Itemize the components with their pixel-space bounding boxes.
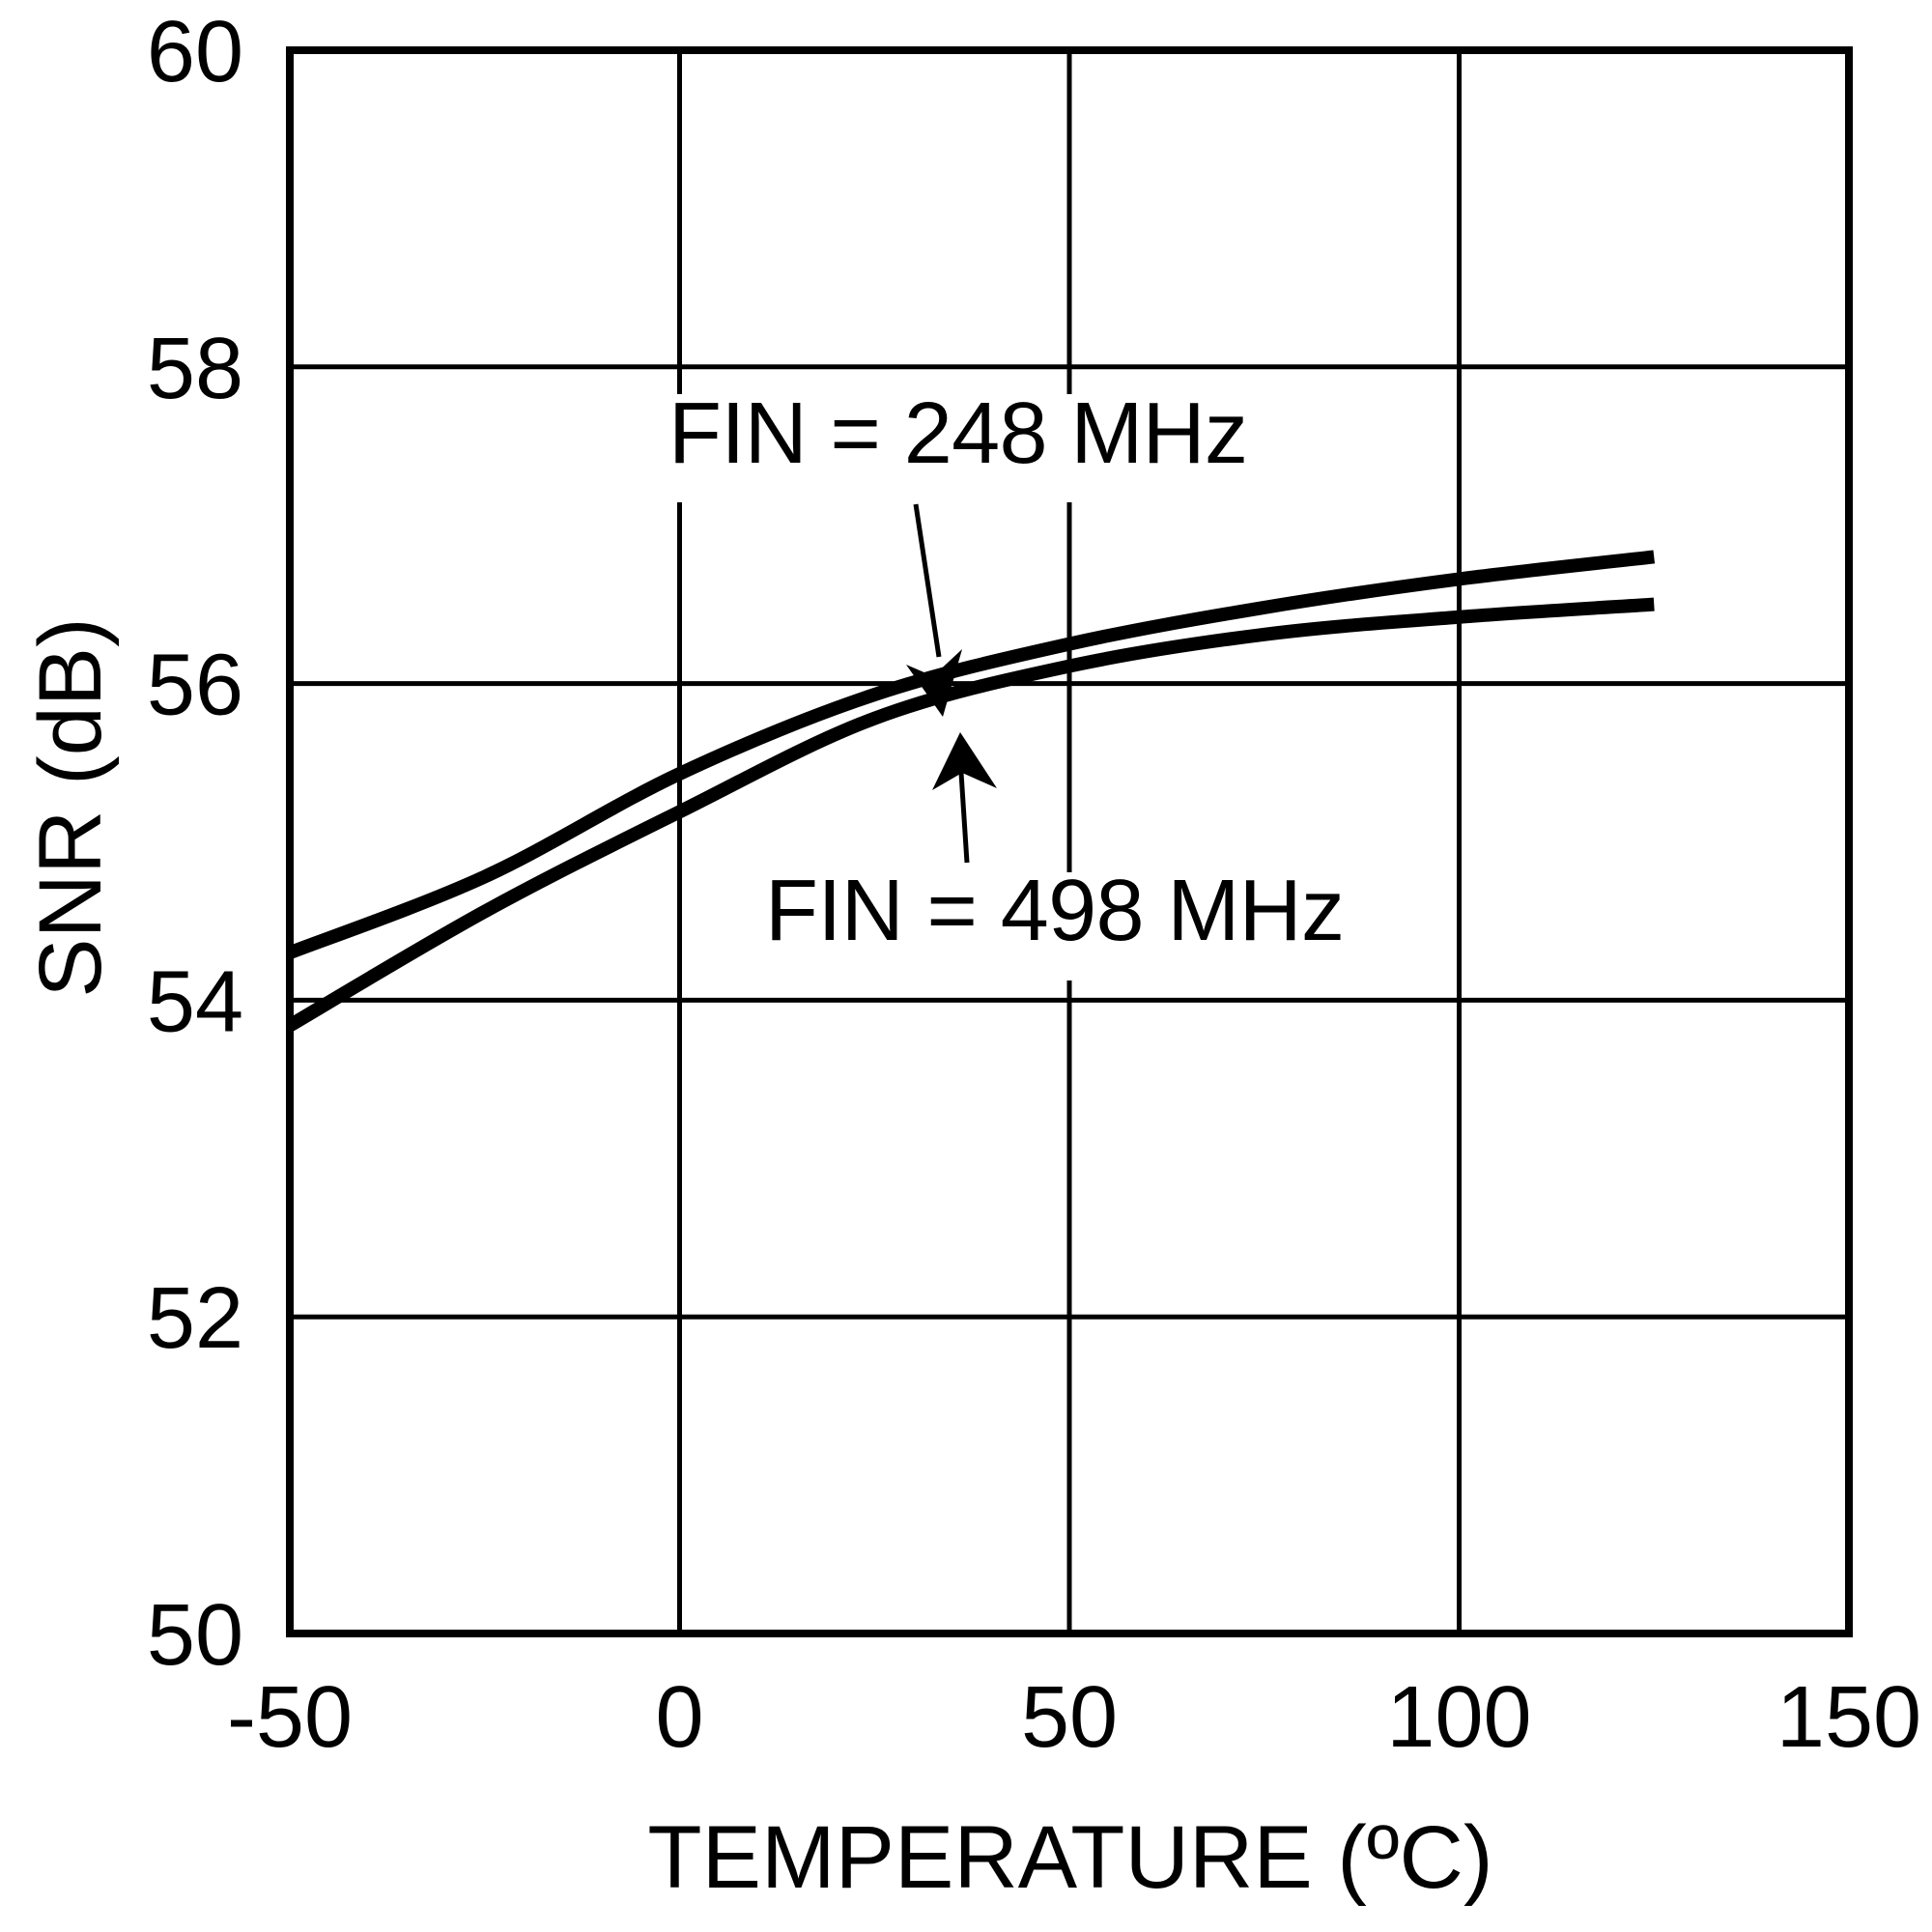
annotation-label-248mhz: FIN = 248 MHz bbox=[668, 385, 1248, 482]
label-mask-248mhz bbox=[657, 394, 1275, 502]
series-line-248mhz bbox=[287, 550, 1656, 959]
annotation-label-498mhz: FIN = 498 MHz bbox=[765, 863, 1345, 959]
series-line-498mhz bbox=[286, 597, 1655, 1032]
data-curves bbox=[286, 550, 1656, 1032]
x-tick-label: -50 bbox=[227, 1669, 353, 1766]
grid-lines bbox=[290, 50, 1849, 1634]
annotation-masks bbox=[657, 394, 1372, 980]
y-tick-labels: 50 52 54 56 58 60 bbox=[147, 4, 243, 1684]
x-tick-labels: -50 0 50 100 150 bbox=[227, 1669, 1921, 1766]
y-tick-label: 54 bbox=[147, 953, 243, 1050]
x-tick-label: 0 bbox=[655, 1669, 703, 1766]
y-axis-title: SNR (dB) bbox=[21, 617, 120, 998]
y-tick-label: 58 bbox=[147, 321, 243, 417]
x-tick-label: 100 bbox=[1386, 1669, 1531, 1766]
y-tick-label: 56 bbox=[147, 638, 243, 734]
plot-frame bbox=[286, 46, 1853, 1637]
label-mask-498mhz bbox=[753, 872, 1372, 980]
x-tick-label: 50 bbox=[1021, 1669, 1118, 1766]
arrow-icon-498mhz bbox=[932, 732, 997, 864]
y-tick-label: 60 bbox=[147, 4, 243, 100]
y-tick-label: 50 bbox=[147, 1587, 243, 1684]
annotations: FIN = 248 MHz FIN = 498 MHz bbox=[668, 385, 1345, 959]
y-tick-label: 52 bbox=[147, 1270, 243, 1367]
x-tick-label: 150 bbox=[1776, 1669, 1921, 1766]
arrow-icon-248mhz bbox=[906, 503, 962, 717]
x-axis-title: TEMPERATURE (ºC) bbox=[647, 1808, 1492, 1907]
